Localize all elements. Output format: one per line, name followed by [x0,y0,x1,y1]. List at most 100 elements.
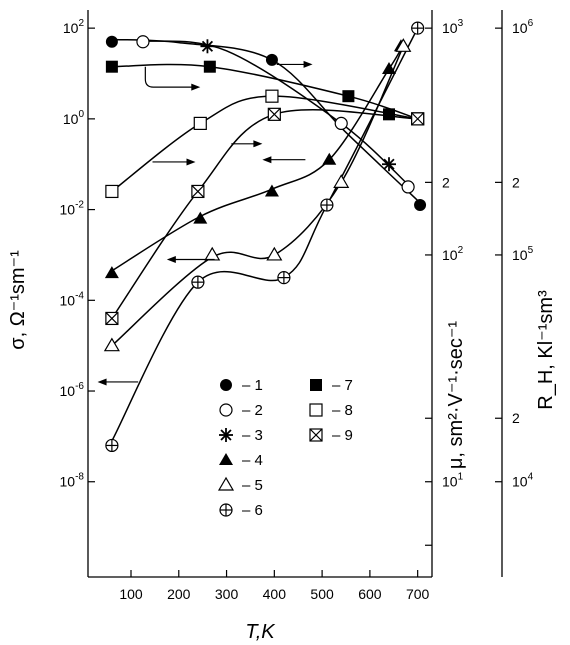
series-7-curve [111,63,418,120]
legend-item-1: – 1 [220,377,263,394]
series-4-point [322,152,337,165]
right-tick-label: 105 [512,245,534,263]
series-5-point [204,246,221,261]
series-9-curve [111,109,418,319]
series-4-point [264,184,279,197]
legend-marker [310,379,322,391]
mid-tick-label: 102 [442,245,464,263]
annotation-arrow [166,255,215,263]
series-2-point [334,116,348,131]
series-5-point [333,174,350,188]
annotation-arrow [231,140,263,148]
series-6-point [191,275,205,289]
legend-label: – 4 [242,452,263,469]
legend-label: – 3 [242,427,263,444]
legend-label: – 7 [332,377,353,394]
series-5-point [266,246,283,261]
series-1-point [414,199,427,212]
right-tick-label: 106 [512,18,534,36]
arrow-head [191,83,201,91]
series-9-point [411,112,425,126]
series-2-point [136,35,150,49]
arrow-head [303,60,313,68]
right-tick-label: 104 [512,472,534,490]
arrow-head [253,140,263,148]
arrows [97,60,313,386]
legend-label: – 2 [242,402,263,419]
annotation-arrow [152,158,196,166]
markers [103,21,427,453]
y-axis-title-right: R_H, Kl⁻¹sm³ [535,290,557,410]
right-tick-label: 2 [512,174,520,190]
legend-item-3: – 3 [219,427,263,444]
legend-marker [219,403,233,417]
legend-marker [219,428,233,442]
axes: 100 200 300 400 500 600 700 102 100 10-2 10-4 10-6 1… [60,10,534,602]
series-7-point [203,60,216,73]
arrow-head [262,156,272,164]
legend: – 1 – 2 – 3 – 4 – 5 – 6 – 7 – 8 – 9 [217,377,353,519]
series-1-point [105,35,118,48]
series-2-point [401,180,415,194]
y-tick-label: 10-4 [60,290,85,308]
legend-marker [309,403,323,417]
series-8-point [193,116,207,131]
series-6-point [411,21,425,35]
legend-marker [309,428,323,442]
series-8-curve [111,95,418,193]
mid-tick-label: 101 [442,472,464,490]
series-4-curve [111,45,404,272]
legend-label: – 8 [332,402,353,419]
mid-tick-label: 2 [442,174,450,190]
series-7-point [383,108,395,121]
legend-marker [217,476,235,491]
series-7-point [105,60,118,73]
series-9-point [105,311,119,326]
series-2-curve [145,40,409,186]
x-tick-label: 500 [310,586,334,602]
series-5-point [103,337,120,352]
arrow-head [97,378,107,386]
series-6-point [320,198,334,212]
x-tick-label: 100 [119,586,143,602]
series-1-curve [111,38,421,204]
series-5-curve [111,45,405,347]
x-tick-label: 700 [406,586,430,602]
legend-marker [219,503,233,517]
series-3-point [200,39,215,54]
series-4-point [104,266,119,279]
legend-item-4: – 4 [219,452,263,469]
right-tick-label: 2 [512,410,520,426]
annotation-arrow [276,60,313,68]
series-9-point [191,184,205,199]
y-axis-title-mid: μ, sm²·V⁻¹·sec⁻¹ [445,321,467,470]
series-9-point [267,107,281,121]
x-tick-label: 300 [215,586,239,602]
legend-label: – 1 [242,377,263,394]
series-7-point [342,90,355,103]
x-tick-label: 200 [167,586,191,602]
legend-item-5: – 5 [217,476,263,494]
y-tick-label: 10-8 [60,472,85,490]
series-4-point [382,61,396,74]
legend-label: – 6 [242,502,263,519]
legend-item-8: – 8 [309,402,353,419]
annotation-arrow [262,156,306,164]
series-3-point [382,157,396,172]
x-tick-label: 400 [263,586,287,602]
axis-titles: T,K σ, Ω⁻¹sm⁻¹ μ, sm²·V⁻¹·sec⁻¹ R_H, Kl⁻¹sm… [7,250,557,643]
legend-item-6: – 6 [219,502,263,519]
annotation-arrow [144,66,201,91]
legend-label: – 5 [242,477,263,494]
series-6-point [277,271,291,285]
series-8-point [105,184,119,199]
arrow-shaft [144,66,195,88]
legend-item-9: – 9 [309,427,353,444]
mid-tick-label: 103 [442,18,464,36]
series-1-point [265,53,278,66]
legend-item-7: – 7 [310,377,353,394]
y-axis-title-left: σ, Ω⁻¹sm⁻¹ [7,250,29,350]
legend-marker [220,379,232,391]
legend-marker [219,453,233,465]
